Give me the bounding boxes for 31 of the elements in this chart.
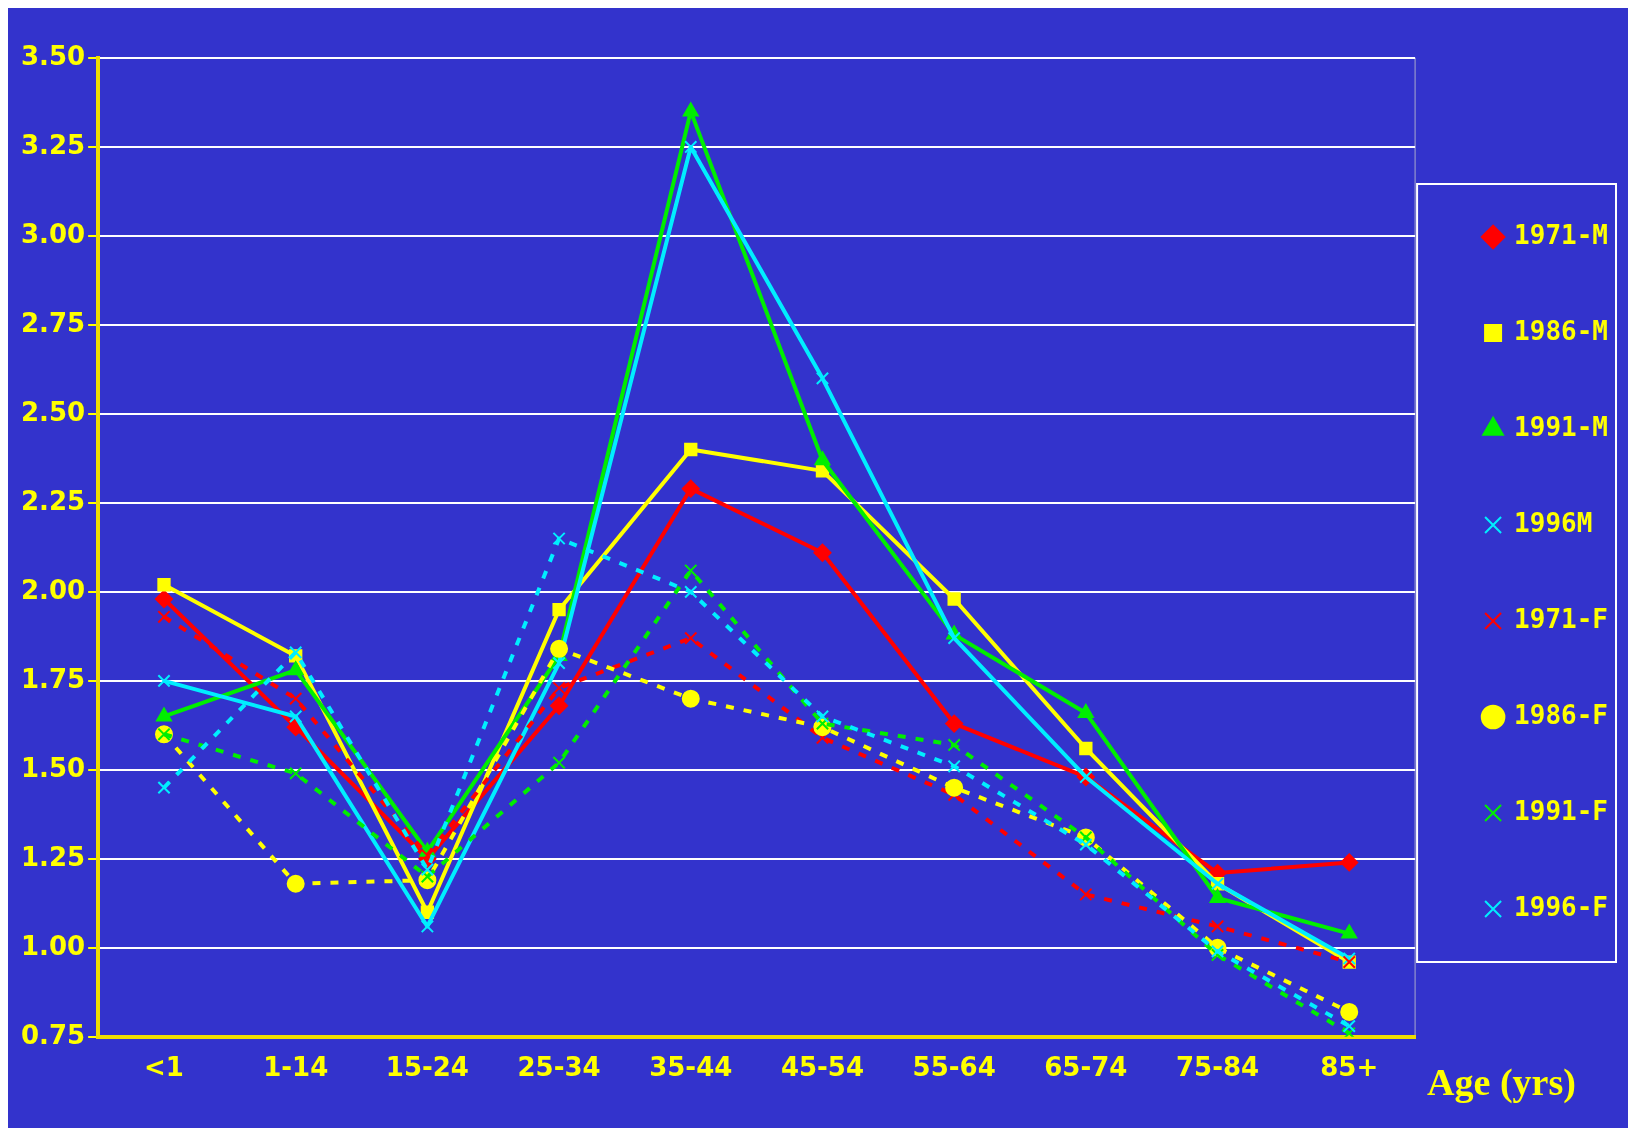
y-tick-label: 3.00 — [20, 218, 86, 249]
y-tick-label: 1.50 — [20, 752, 86, 783]
x-tick-label: 1-14 — [263, 1052, 329, 1083]
y-tick-label: 3.50 — [20, 40, 86, 71]
y-tick-label: 0.75 — [20, 1019, 86, 1050]
legend-label: 1986-F — [1514, 699, 1608, 730]
x-tick-label: 65-74 — [1044, 1052, 1128, 1083]
legend-label: 1971-F — [1514, 603, 1608, 634]
x-tick-label: 55-64 — [912, 1052, 996, 1083]
y-tick-label: 2.00 — [20, 574, 86, 605]
legend-label: 1996M — [1514, 507, 1593, 538]
x-tick-label: 35-44 — [649, 1052, 733, 1083]
x-tick-label: 15-24 — [385, 1052, 469, 1083]
y-tick-label: 1.75 — [20, 663, 86, 694]
y-tick-label: 2.75 — [20, 307, 86, 338]
y-tick-label: 3.25 — [20, 129, 86, 160]
legend-label: 1986-M — [1514, 315, 1608, 346]
y-tick-label: 1.25 — [20, 841, 86, 872]
y-tick-label: 1.00 — [20, 930, 86, 961]
x-tick-label: 75-84 — [1175, 1052, 1260, 1083]
x-tick-label: <1 — [144, 1052, 184, 1083]
legend-label: 1996-F — [1514, 891, 1608, 922]
legend-label: 1991-F — [1514, 795, 1608, 826]
legend-label: 1971-M — [1514, 219, 1608, 250]
x-axis-title: Age (yrs) — [1427, 1060, 1576, 1104]
x-tick-label: 45-54 — [780, 1052, 865, 1083]
y-tick-label: 2.50 — [20, 396, 86, 427]
y-tick-label: 2.25 — [20, 485, 86, 516]
legend-label: 1991-M — [1514, 411, 1608, 442]
x-tick-label: 85+ — [1320, 1052, 1379, 1083]
x-tick-label: 25-34 — [517, 1052, 601, 1083]
